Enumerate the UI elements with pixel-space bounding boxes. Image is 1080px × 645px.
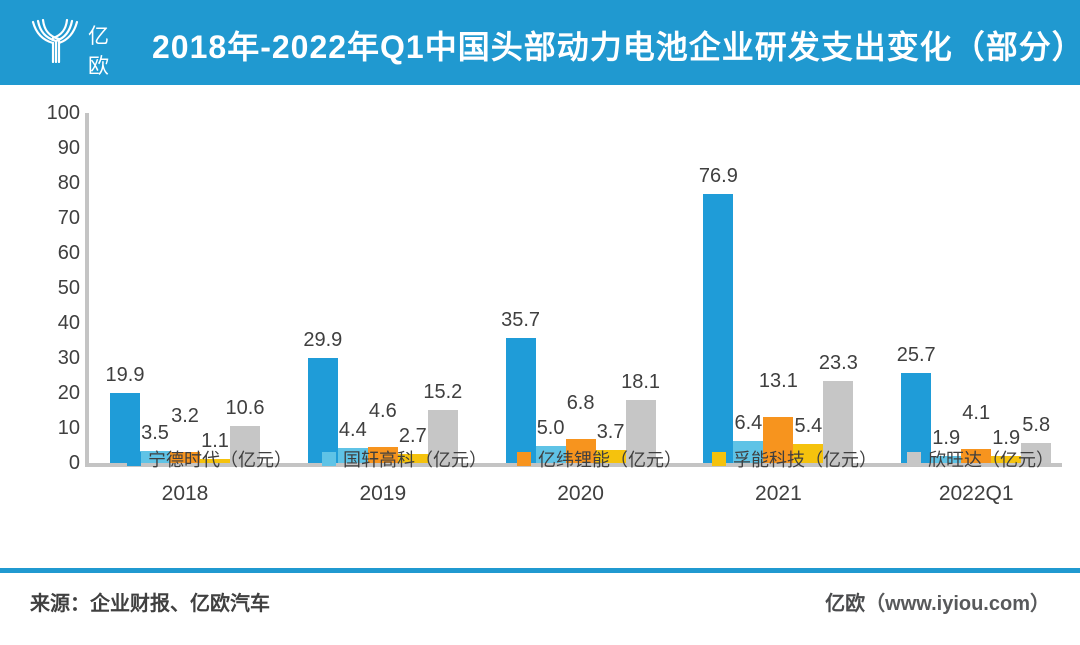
y-axis-tick-label: 50 (57, 277, 80, 299)
y-axis-tick-label: 0 (68, 452, 80, 474)
legend-swatch-icon (322, 452, 336, 466)
chart-title: 2018年-2022年Q1中国头部动力电池企业研发支出变化（部分） (152, 28, 1080, 65)
bar-value-label: 6.8 (566, 392, 595, 415)
bar-value-label: 4.1 (962, 401, 991, 424)
y-axis-tick-label: 40 (57, 312, 80, 334)
legend-swatch-icon (712, 452, 726, 466)
bar-亿纬锂能（亿元）-2022Q1 (961, 448, 992, 463)
logo-text: 亿欧 (88, 24, 114, 78)
brand-name: 亿欧 (825, 593, 866, 615)
legend-label: 孚能科技（亿元） (733, 450, 877, 470)
bar-孚能科技（亿元）-2021 (793, 444, 824, 463)
y-axis-tick-label: 100 (46, 102, 80, 124)
x-axis-category-label: 2021 (755, 482, 802, 505)
bar-宁德时代（亿元）-2020 (505, 338, 536, 463)
legend-label: 国轩高科（亿元） (343, 450, 487, 470)
bar-国轩高科（亿元）-2019 (337, 447, 368, 463)
bar-value-label: 5.4 (794, 415, 823, 438)
y-axis-line (85, 113, 89, 467)
bar-value-label: 23.3 (818, 352, 858, 375)
bar-value-label: 6.4 (734, 411, 763, 434)
bar-value-label: 1.9 (992, 427, 1021, 450)
bar-国轩高科（亿元）-2020 (535, 445, 566, 463)
separator-line (0, 568, 1080, 573)
bar-value-label: 4.4 (338, 418, 367, 441)
bar-value-label: 3.5 (141, 421, 169, 444)
bar-亿纬锂能（亿元）-2020 (565, 439, 596, 463)
y-axis-tick-label: 90 (57, 137, 80, 159)
legend-swatch-icon (907, 452, 921, 466)
legend-swatch-icon (127, 452, 141, 466)
bar-value-label: 5.0 (536, 416, 565, 439)
bar-国轩高科（亿元）-2021 (733, 440, 764, 463)
legend-label: 宁德时代（亿元） (148, 450, 292, 470)
legend-swatch-icon (517, 452, 531, 466)
x-axis-category-label: 2020 (557, 482, 604, 505)
bar-value-label: 1.1 (201, 430, 229, 453)
bar-value-label: 1.9 (932, 427, 961, 450)
bar-value-label: 2.7 (398, 424, 427, 447)
legend-item: 欣旺达（亿元） (907, 446, 1054, 472)
bar-国轩高科（亿元）-2018 (140, 450, 170, 463)
bar-value-label: 76.9 (698, 164, 738, 187)
bar-value-label: 29.9 (303, 329, 343, 352)
legend-item: 国轩高科（亿元） (322, 446, 487, 472)
bar-欣旺达（亿元）-2018 (230, 425, 260, 463)
bar-亿纬锂能（亿元）-2021 (763, 417, 794, 463)
x-axis-category-label: 2019 (359, 482, 407, 505)
bar-亿纬锂能（亿元）-2019 (367, 446, 398, 463)
y-axis-tick-label: 80 (57, 172, 80, 194)
bar-value-label: 5.8 (1022, 413, 1051, 436)
bar-value-label: 4.6 (368, 399, 397, 422)
x-axis-category-label: 2022Q1 (938, 482, 1014, 505)
legend-label: 亿纬锂能（亿元） (538, 450, 682, 470)
bar-value-label: 3.7 (596, 421, 625, 444)
bar-亿纬锂能（亿元）-2018 (170, 451, 200, 463)
bar-孚能科技（亿元）-2020 (595, 450, 626, 463)
y-axis-tick-label: 10 (57, 417, 80, 439)
y-axis-tick-label: 70 (57, 207, 80, 229)
bar-value-label: 18.1 (621, 370, 661, 393)
source-text: 来源：企业财报、亿欧汽车 (30, 593, 270, 615)
bar-chart: 0 10 20 30 40 50 60 70 80 90 100 19.9 29.9 35.7 76.9 25… (0, 85, 1080, 568)
brand-site: （www.iyiou.com） (865, 593, 1050, 615)
bar-欣旺达（亿元）-2021 (823, 381, 854, 463)
chart-legend: 宁德时代（亿元） 国轩高科（亿元） 亿纬锂能（亿元） 孚能科技（亿元） 欣旺达（亿元） (127, 448, 1054, 470)
bar-宁德时代（亿元）-2019 (307, 358, 338, 463)
bar-value-label: 35.7 (501, 309, 541, 332)
bar-value-label: 25.7 (896, 344, 936, 367)
bar-value-label: 19.9 (105, 364, 145, 387)
x-axis-category-label: 2018 (161, 482, 209, 505)
bar-国轩高科（亿元）-2022Q1 (931, 456, 962, 463)
legend-item: 亿纬锂能（亿元） (517, 446, 682, 472)
bar-孚能科技（亿元）-2019 (397, 453, 428, 463)
bar-孚能科技（亿元）-2018 (200, 459, 230, 463)
bar-宁德时代（亿元）-2021 (703, 193, 734, 463)
legend-item: 宁德时代（亿元） (127, 446, 292, 472)
y-axis-tick-label: 30 (57, 347, 80, 369)
legend-label: 欣旺达（亿元） (928, 450, 1054, 470)
bar-value-label: 10.6 (225, 396, 265, 419)
brand-text: 亿欧（www.iyiou.com） (825, 587, 1050, 645)
bar-宁德时代（亿元）-2018 (110, 393, 140, 463)
footer: 来源：企业财报、亿欧汽车 亿欧（www.iyiou.com） (0, 573, 1080, 645)
y-axis-tick-label: 60 (57, 242, 80, 264)
bar-宁德时代（亿元）-2022Q1 (901, 373, 932, 463)
bar-value-label: 15.2 (423, 380, 463, 403)
legend-item: 孚能科技（亿元） (712, 446, 877, 472)
header-banner: 亿欧 2018年-2022年Q1中国头部动力电池企业研发支出变化（部分） (0, 0, 1080, 85)
bar-欣旺达（亿元）-2020 (625, 399, 656, 463)
bar-value-label: 3.2 (171, 404, 199, 427)
y-axis-tick-label: 20 (57, 382, 80, 404)
x-axis-line (85, 463, 1062, 467)
bar-value-label: 13.1 (758, 370, 798, 393)
bar-欣旺达（亿元）-2022Q1 (1021, 442, 1052, 463)
yiou-logo-icon (30, 18, 80, 68)
bar-欣旺达（亿元）-2019 (427, 409, 458, 463)
bar-孚能科技（亿元）-2022Q1 (991, 456, 1022, 463)
